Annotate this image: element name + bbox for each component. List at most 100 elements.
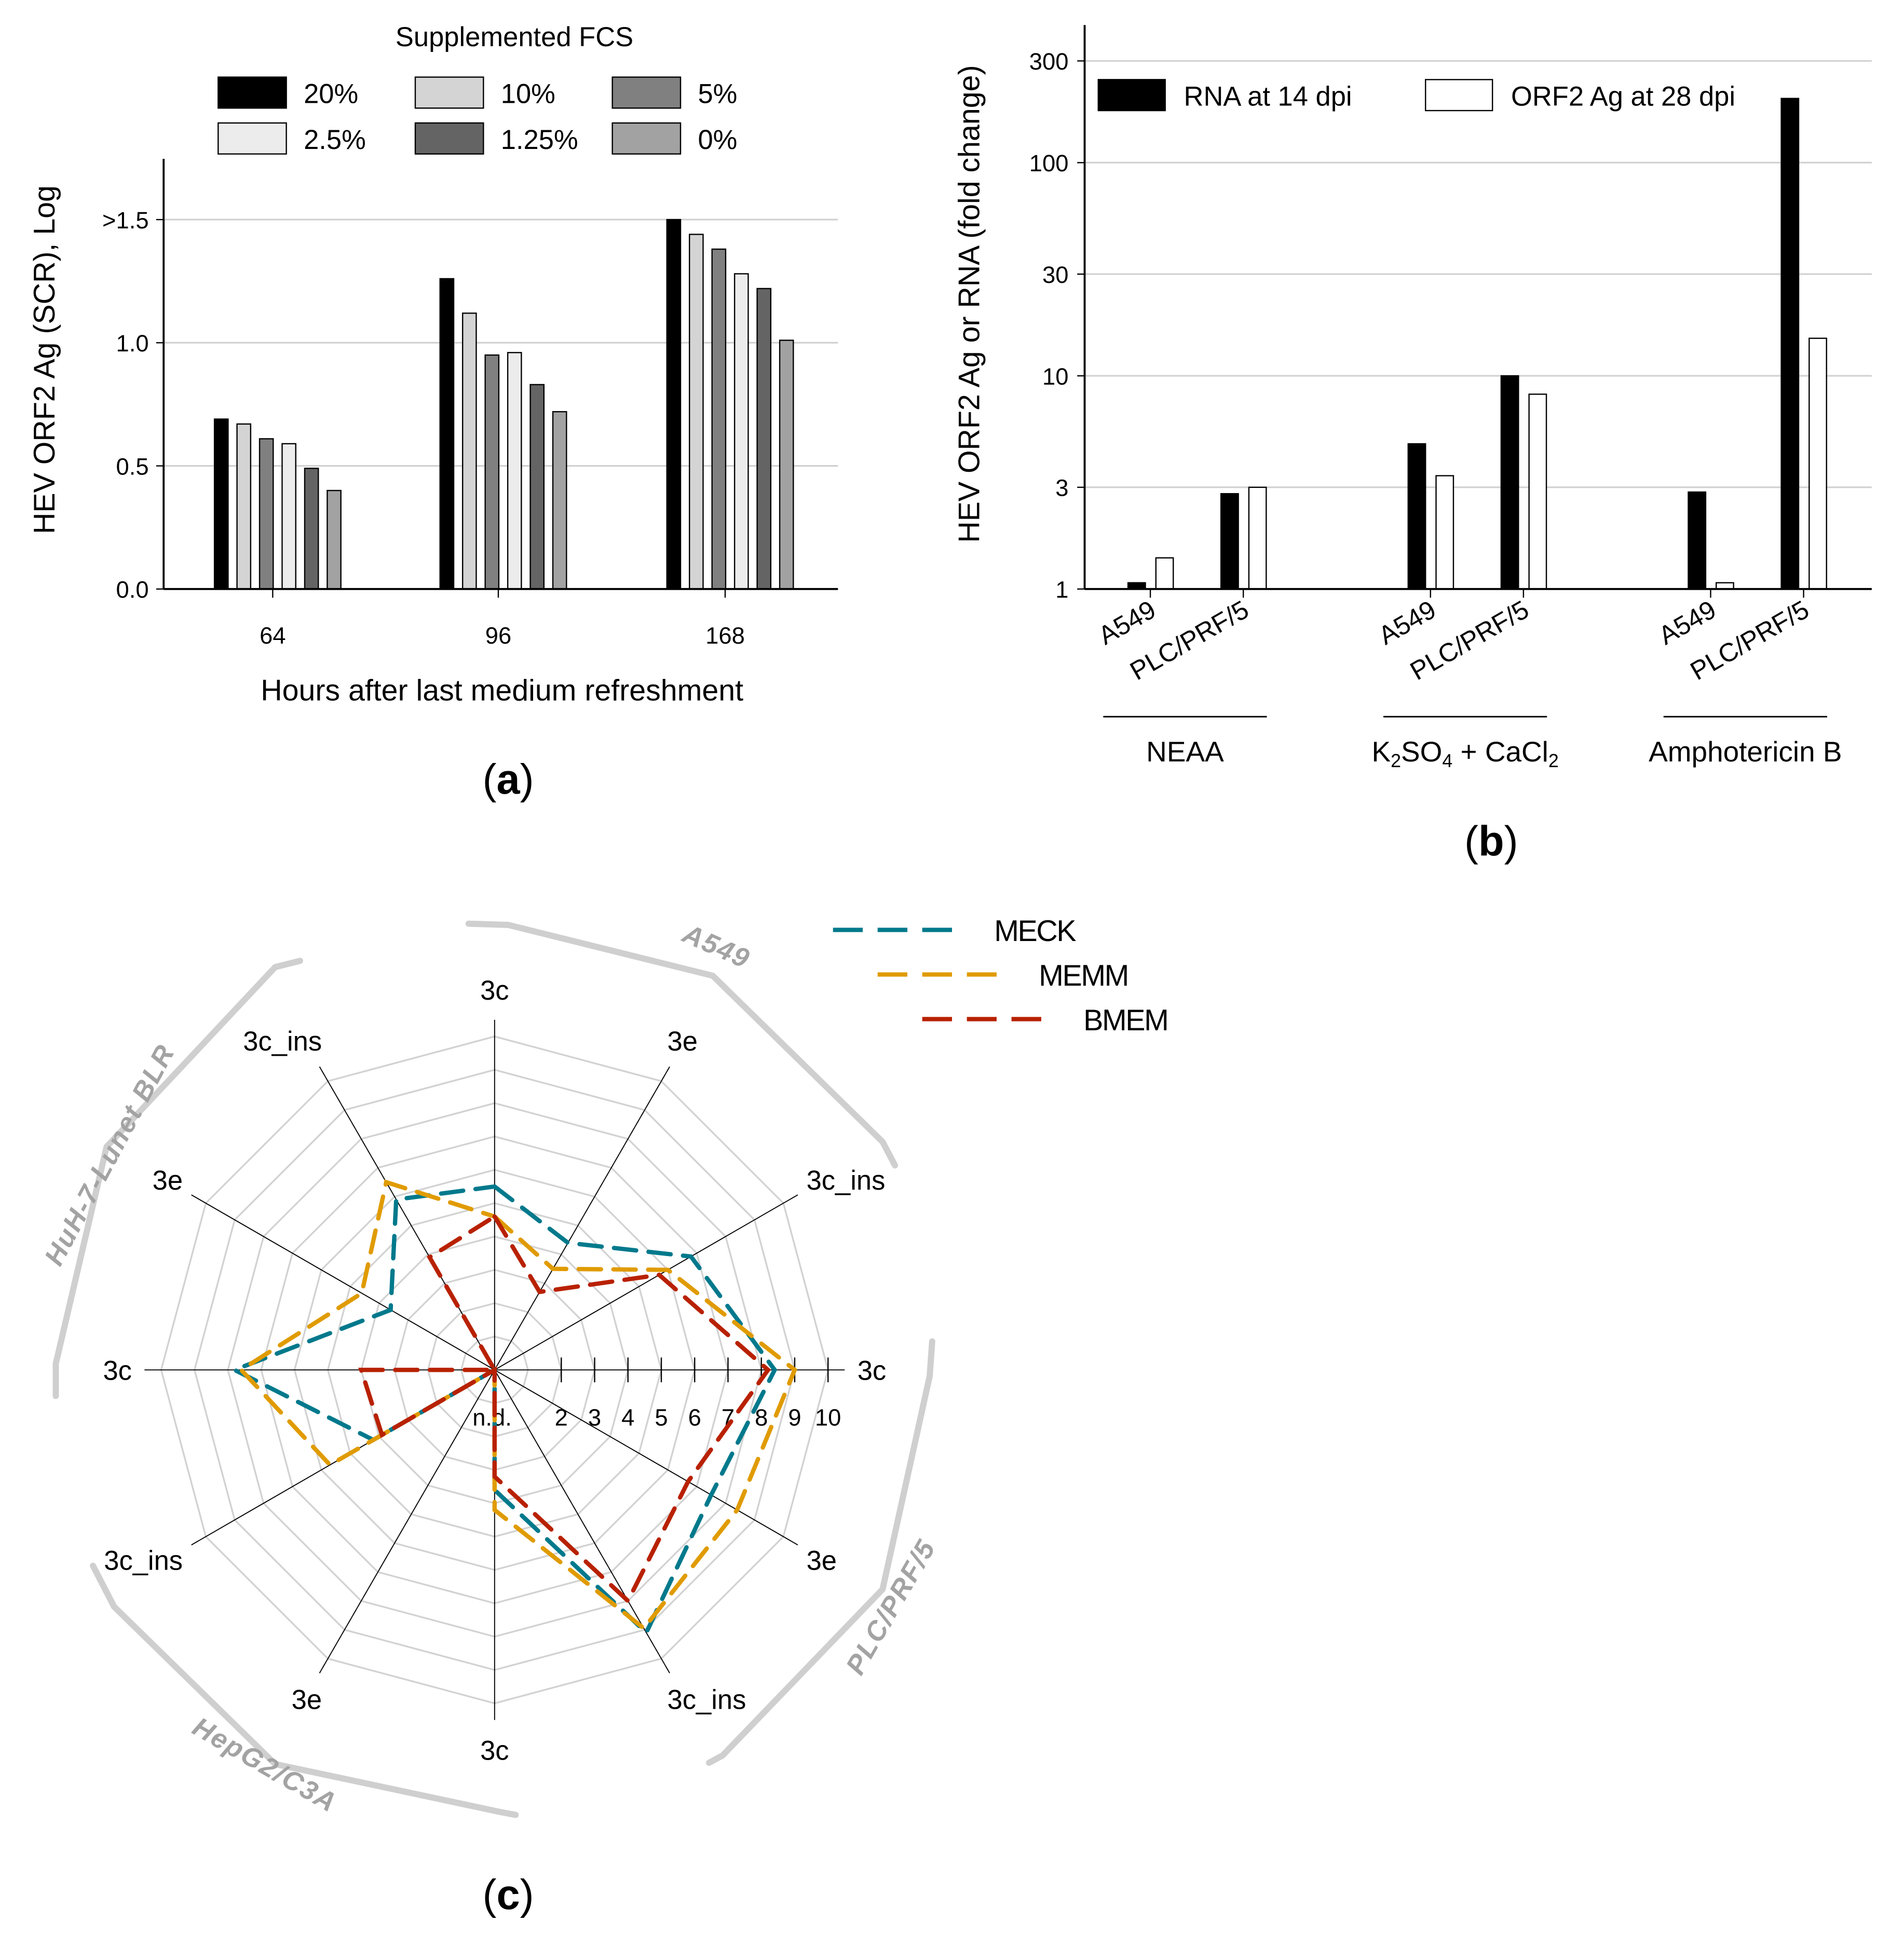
legend: RNA at 14 dpi ORF2 Ag at 28 dpi	[1097, 79, 1735, 112]
legend: 20% 10% 5% 2.5% 1.25% 0%	[217, 76, 737, 155]
legend-label: RNA at 14 dpi	[1184, 81, 1352, 112]
bar-2.5%-168	[733, 273, 749, 590]
legend-swatch	[611, 76, 682, 109]
bar-RNA at 14 dpi-A549	[1688, 491, 1707, 590]
axis-label: 3c	[480, 975, 509, 1006]
axis-label: 3c_ins	[104, 1546, 183, 1576]
legend-label: 20%	[304, 79, 358, 110]
axis-label: 3e	[807, 1546, 837, 1576]
group-bracket	[90, 1562, 519, 1818]
bar-2.5%-64	[281, 443, 296, 590]
y-tick-label: 1.0	[116, 330, 149, 357]
y-tick-label: 0.0	[116, 577, 149, 603]
axis-label: 3e	[668, 1026, 698, 1057]
bar-ORF2 Ag at 28 dpi-A549	[1435, 475, 1454, 590]
series-MECK	[229, 1184, 778, 1637]
r-tick-label: 4	[621, 1405, 634, 1431]
group-bracket	[465, 920, 899, 1169]
x-tick-label: A549	[1654, 595, 1721, 650]
legend-label: 10%	[501, 79, 555, 110]
legend-label: MEMM	[1039, 959, 1128, 992]
axis-label: 3c	[103, 1355, 131, 1386]
r-tick-label: 3	[588, 1405, 601, 1431]
group-label: Amphotericin B	[1649, 735, 1842, 768]
series-MEMM	[238, 1179, 798, 1632]
r-tick-label: 2	[555, 1405, 568, 1431]
bar-5%-168	[711, 248, 727, 590]
legend-title: Supplemented FCS	[396, 22, 633, 52]
group-label: K2SO4 + CaCl2	[1371, 735, 1558, 771]
panel-label-b: (b)	[1464, 818, 1518, 865]
radial-axis	[494, 1066, 670, 1370]
radial-axis	[191, 1194, 495, 1371]
bar-10%-168	[689, 234, 704, 590]
group-bracket	[52, 958, 303, 1399]
x-tick-label: 96	[485, 622, 511, 649]
y-tick-label: 300	[1029, 48, 1069, 75]
bar-10%-64	[236, 423, 252, 590]
y-tick-label: 10	[1042, 363, 1068, 390]
panel-label-a: (a)	[482, 756, 534, 803]
r-tick-label: 5	[655, 1405, 668, 1431]
bar-10%-96	[462, 312, 477, 590]
radial-axis	[319, 1369, 495, 1673]
r-tick-label: 10	[815, 1405, 841, 1431]
bar-2.5%-96	[507, 352, 522, 590]
bar-20%-168	[666, 219, 682, 590]
bar-ORF2 Ag at 28 dpi-PLC/PRF/5	[1808, 337, 1827, 590]
bar-1.25%-96	[529, 384, 545, 590]
group-label: NEAA	[1146, 735, 1224, 768]
legend-label: 5%	[698, 79, 737, 110]
r-tick-label: 6	[688, 1405, 701, 1431]
group-label: A549	[677, 918, 755, 975]
y-tick-label: 1	[1055, 577, 1068, 603]
y-tick-label: 3	[1055, 475, 1068, 501]
axis-label: 3e	[153, 1165, 183, 1196]
legend-swatch	[611, 122, 682, 155]
legend: MECK MEMM BMEM	[833, 915, 1169, 1037]
bar-RNA at 14 dpi-A549	[1407, 443, 1426, 590]
radial-axis	[494, 1194, 798, 1371]
bar-ORF2 Ag at 28 dpi-PLC/PRF/5	[1528, 393, 1547, 590]
axis-label: 3e	[292, 1685, 322, 1715]
bar-5%-96	[484, 354, 500, 590]
legend-swatch	[1425, 79, 1493, 112]
series-BMEM	[358, 1213, 771, 1605]
y-axis-label: HEV ORF2 Ag or RNA (fold change)	[953, 65, 986, 542]
axis-label: 3c	[858, 1355, 886, 1386]
legend-label: ORF2 Ag at 28 dpi	[1511, 81, 1735, 112]
x-tick-label: A549	[1373, 595, 1440, 650]
panel-a: Supplemented FCS 20% 10% 5% 2.5% 1.25% 0% 0.0…	[28, 22, 838, 803]
legend-swatch	[414, 122, 484, 155]
r-tick-label: n.d.	[472, 1405, 512, 1431]
group-label: HuH-7-Lunet BLR	[38, 1039, 181, 1271]
legend-label: 1.25%	[501, 125, 578, 155]
legend-label: 0%	[698, 125, 737, 155]
bar-1.25%-64	[304, 468, 319, 590]
bar-0%-168	[779, 339, 794, 590]
legend-label: BMEM	[1083, 1004, 1167, 1037]
y-tick-label: 30	[1042, 262, 1068, 288]
group-label: HepG2/C3A	[187, 1711, 342, 1818]
bar-ORF2 Ag at 28 dpi-A549	[1155, 557, 1174, 590]
axis-label: 3c_ins	[807, 1165, 886, 1196]
y-tick-label: 0.5	[116, 453, 149, 480]
y-tick-label: 100	[1029, 150, 1069, 176]
axis-label: 3c_ins	[243, 1026, 322, 1057]
axis-label: 3c	[480, 1736, 509, 1766]
radial-axis	[494, 1369, 798, 1546]
bar-RNA at 14 dpi-PLC/PRF/5	[1220, 493, 1239, 590]
x-tick-label: 64	[260, 622, 285, 649]
bar-RNA at 14 dpi-PLC/PRF/5	[1780, 98, 1800, 590]
r-tick-label: 9	[788, 1405, 801, 1431]
bar-1.25%-168	[756, 288, 772, 590]
legend-swatch	[217, 122, 287, 155]
axis-label: 3c_ins	[668, 1685, 746, 1715]
legend-swatch	[414, 76, 484, 109]
group-bracket	[705, 1338, 935, 1766]
bar-20%-96	[439, 278, 455, 590]
bar-5%-64	[259, 438, 274, 590]
bar-RNA at 14 dpi-PLC/PRF/5	[1500, 375, 1519, 590]
